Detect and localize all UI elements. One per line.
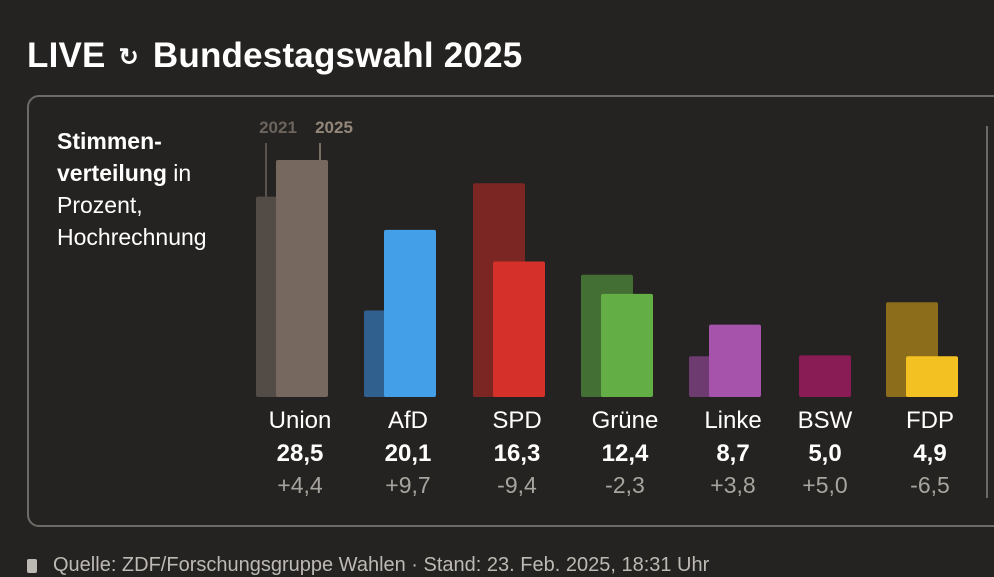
value-label-3: 12,4 — [602, 440, 649, 467]
chart-description: Stimmen- verteilung in Prozent, Hochrech… — [57, 125, 257, 253]
card-divider — [986, 126, 988, 498]
bar-2025-3 — [601, 293, 653, 397]
description-bold-line1: Stimmen- — [57, 128, 162, 154]
change-label-6: -6,5 — [910, 472, 950, 498]
description-rest: in — [166, 160, 192, 186]
category-label-0: Union — [269, 407, 332, 434]
bar-2025-1 — [384, 229, 436, 397]
change-label-5: +5,0 — [802, 472, 847, 498]
bar-2025-6 — [906, 356, 958, 397]
description-line4: Hochrechnung — [57, 224, 207, 250]
bar-2025-2 — [493, 261, 545, 397]
live-refresh-icon: ↻ — [118, 43, 139, 71]
change-label-3: -2,3 — [605, 472, 645, 498]
category-label-6: FDP — [906, 407, 954, 434]
bar-2025-5 — [799, 355, 851, 397]
value-label-5: 5,0 — [808, 440, 841, 467]
value-label-2: 16,3 — [494, 440, 541, 467]
change-label-2: -9,4 — [497, 472, 537, 498]
value-label-6: 4,9 — [913, 440, 946, 467]
category-label-5: BSW — [798, 407, 853, 434]
source-text: Quelle: ZDF/Forschungsgruppe Wahlen · St… — [53, 554, 710, 576]
change-label-0: +4,4 — [277, 472, 323, 498]
value-label-0: 28,5 — [277, 440, 324, 467]
description-bold-line2: verteilung — [57, 160, 167, 186]
chart-card — [27, 95, 994, 527]
legend-2025: 2025 — [315, 118, 353, 137]
category-label-1: AfD — [388, 407, 428, 434]
bar-2025-0 — [276, 160, 328, 397]
category-label-4: Linke — [704, 407, 761, 434]
page-title: Bundestagswahl 2025 — [152, 36, 523, 75]
legend-2021: 2021 — [259, 118, 297, 137]
bar-2025-4 — [709, 324, 761, 397]
change-label-1: +9,7 — [385, 472, 430, 498]
category-label-3: Grüne — [592, 407, 659, 434]
live-label: LIVE — [27, 36, 106, 75]
value-label-1: 20,1 — [385, 440, 432, 467]
category-label-2: SPD — [492, 407, 541, 434]
value-label-4: 8,7 — [716, 440, 749, 467]
description-line3: Prozent, — [57, 192, 143, 218]
change-label-4: +3,8 — [710, 472, 755, 498]
page-header: LIVE ↻ Bundestagswahl 2025 — [27, 36, 522, 76]
